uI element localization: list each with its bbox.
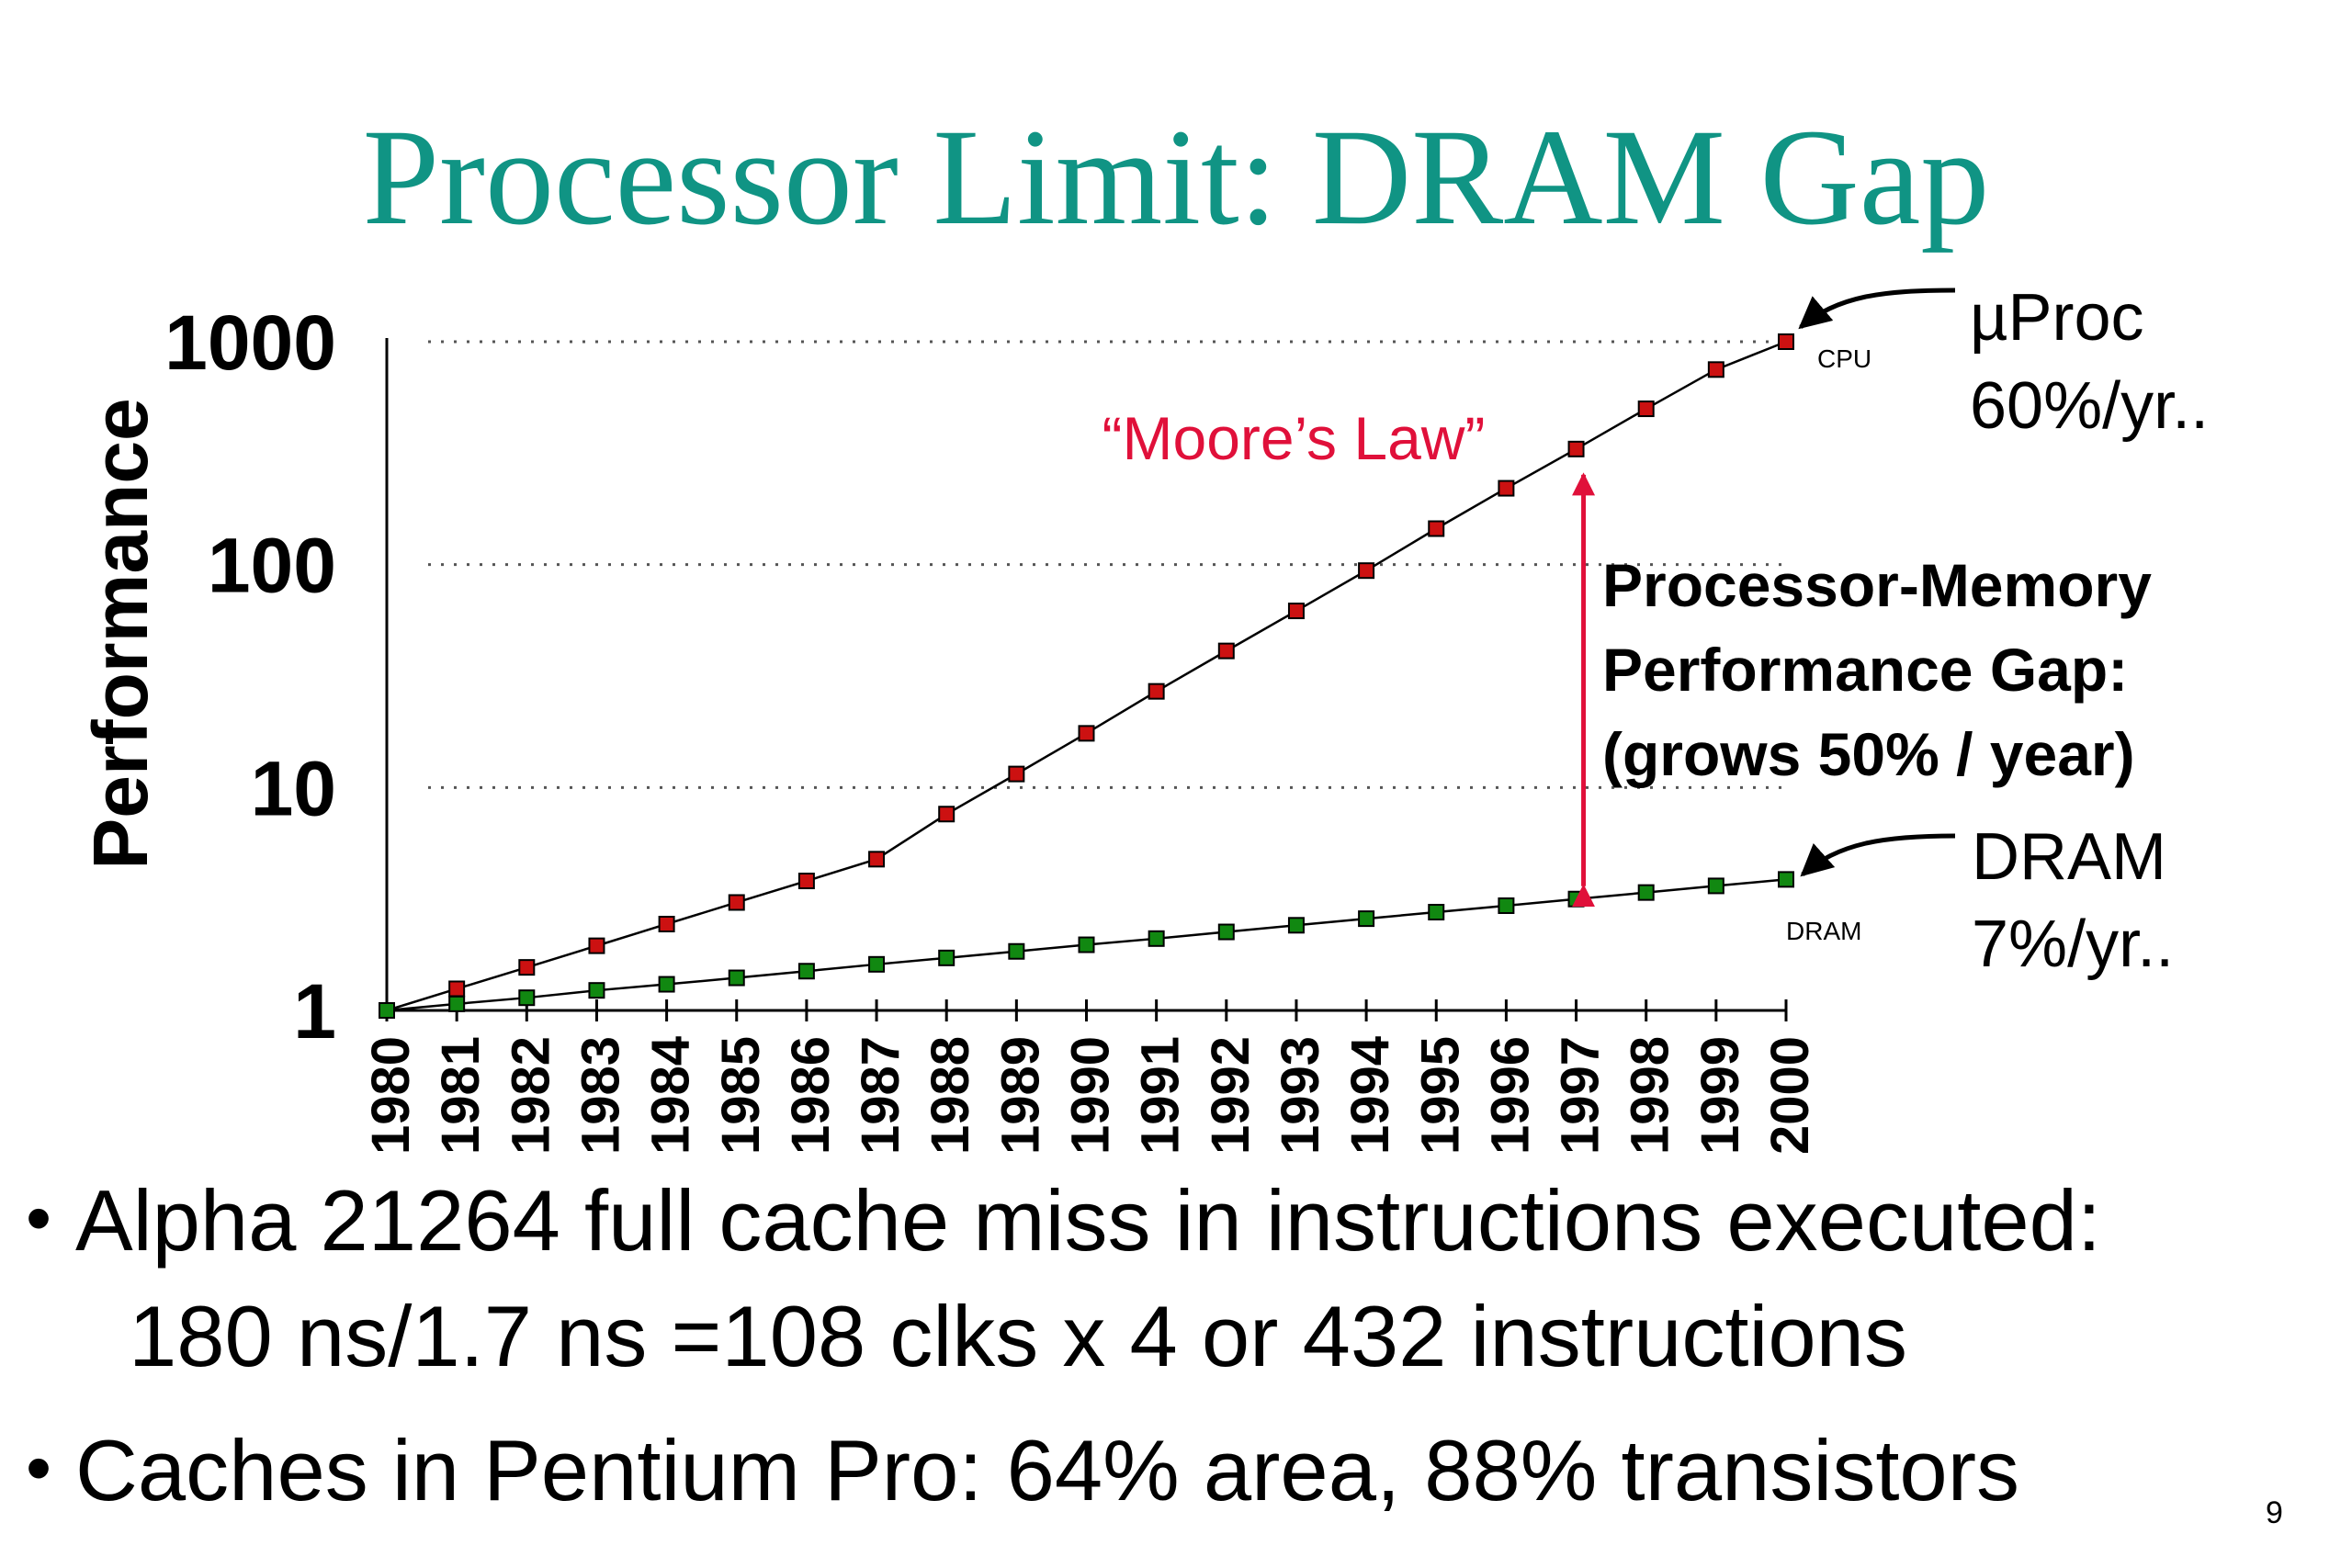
data-point-dram <box>1148 930 1165 947</box>
x-tick-label: 1990 <box>1061 1036 1121 1155</box>
data-point-dram <box>728 969 745 987</box>
bullet-2-text: Caches in Pentium Pro: 64% area, 88% tra… <box>75 1422 2020 1518</box>
data-point-dram <box>1428 904 1445 921</box>
uproc-label-line1: µProc <box>1970 281 2144 355</box>
data-point-cpu <box>658 915 675 932</box>
x-tick-label: 1989 <box>990 1036 1050 1155</box>
data-point-cpu <box>1778 333 1794 350</box>
data-point-cpu <box>797 873 815 890</box>
data-point-cpu <box>1498 479 1515 497</box>
data-point-dram <box>1008 942 1025 960</box>
x-tick-label: 1995 <box>1410 1036 1470 1155</box>
x-tick-label: 1981 <box>431 1036 491 1155</box>
x-tick-label: 1991 <box>1131 1036 1191 1155</box>
x-tick-label: 1994 <box>1340 1036 1400 1155</box>
dram-callout-arrow <box>1800 833 1956 877</box>
bullet-marker: • <box>26 1427 52 1508</box>
data-point-dram <box>1707 877 1724 895</box>
gap-label-line2: Performance Gap: <box>1602 636 2128 704</box>
data-point-cpu <box>1008 765 1025 783</box>
uproc-callout-arrow <box>1798 288 1956 330</box>
data-point-cpu <box>1287 603 1305 620</box>
data-point-dram <box>1078 936 1095 953</box>
y-tick-label: 10 <box>251 745 336 831</box>
x-tick-label: 1982 <box>501 1036 560 1155</box>
dram-label-line2: 7%/yr.. <box>1972 908 2174 981</box>
data-point-dram <box>868 955 886 973</box>
series-layer <box>379 333 1794 1019</box>
uproc-label-line2: 60%/yr.. <box>1970 369 2209 443</box>
gap-label-line3: (grows 50% / year) <box>1602 720 2135 788</box>
data-point-dram <box>938 949 956 966</box>
y-axis-label: Performance <box>77 398 164 870</box>
data-point-dram <box>1287 917 1305 934</box>
data-point-cpu <box>1567 440 1585 457</box>
data-point-cpu <box>1148 682 1165 700</box>
data-point-cpu <box>938 806 956 823</box>
data-point-cpu <box>1078 725 1095 742</box>
data-point-dram <box>448 995 466 1012</box>
data-point-dram <box>1217 923 1235 941</box>
bullet-2: • Caches in Pentium Pro: 64% area, 88% tr… <box>26 1427 2019 1514</box>
dram-label-line1: DRAM <box>1972 820 2166 894</box>
data-point-cpu <box>1707 361 1724 378</box>
data-point-dram <box>658 976 675 993</box>
data-point-cpu <box>868 851 886 868</box>
y-tick-label: 1 <box>293 968 336 1055</box>
data-point-cpu <box>588 937 605 954</box>
x-tick-label: 1987 <box>851 1036 910 1155</box>
cpu-end-label: CPU <box>1817 344 1871 373</box>
data-point-cpu <box>1428 520 1445 537</box>
data-point-cpu <box>1358 562 1375 580</box>
data-point-dram <box>588 982 605 999</box>
x-tick-label: 1992 <box>1201 1036 1261 1155</box>
x-tick-label: 1986 <box>781 1036 841 1155</box>
x-tick-label: 1988 <box>921 1036 980 1155</box>
x-tick-label: 1983 <box>571 1036 630 1155</box>
data-point-cpu <box>1217 642 1235 660</box>
x-tick-label: 2000 <box>1760 1036 1820 1155</box>
gap-label-line1: Processor-Memory <box>1602 551 2152 619</box>
x-tick-label: 1984 <box>641 1036 701 1155</box>
y-tick-label: 100 <box>208 523 336 609</box>
data-point-cpu <box>728 894 745 911</box>
bullet-1: • Alpha 21264 full cache miss in instruct… <box>26 1178 2101 1264</box>
x-tick-label: 1997 <box>1551 1036 1611 1155</box>
moores-law-label: “Moore’s Law” <box>1102 404 1486 472</box>
x-tick-label: 1980 <box>361 1036 421 1155</box>
data-point-cpu <box>1637 400 1655 418</box>
data-point-dram <box>1358 910 1375 928</box>
x-tick-label: 1999 <box>1690 1036 1750 1155</box>
data-point-dram <box>1567 890 1585 908</box>
data-point-cpu <box>518 959 536 976</box>
data-point-dram <box>797 963 815 980</box>
x-tick-label: 1996 <box>1480 1036 1540 1155</box>
page-number: 9 <box>2266 1495 2283 1530</box>
x-tick-label: 1985 <box>711 1036 771 1155</box>
bullet-marker: • <box>26 1177 52 1258</box>
data-point-dram <box>1498 897 1515 914</box>
data-point-dram <box>1637 884 1655 901</box>
bullet-1-continuation: 180 ns/1.7 ns =108 clks x 4 or 432 instr… <box>129 1288 1907 1384</box>
bullet-1-text: Alpha 21264 full cache miss in instructi… <box>75 1172 2102 1269</box>
data-point-dram <box>1778 871 1794 888</box>
page-title: Processor Limit: DRAM Gap <box>362 101 1990 254</box>
x-tick-label: 1993 <box>1271 1036 1330 1155</box>
data-point-dram <box>379 1002 395 1019</box>
x-tick-label: 1998 <box>1621 1036 1680 1155</box>
axes <box>385 338 1788 1021</box>
dram-end-label: DRAM <box>1786 917 1861 945</box>
y-tick-label: 1000 <box>164 299 336 386</box>
data-point-cpu <box>448 980 466 998</box>
data-point-dram <box>518 989 536 1007</box>
